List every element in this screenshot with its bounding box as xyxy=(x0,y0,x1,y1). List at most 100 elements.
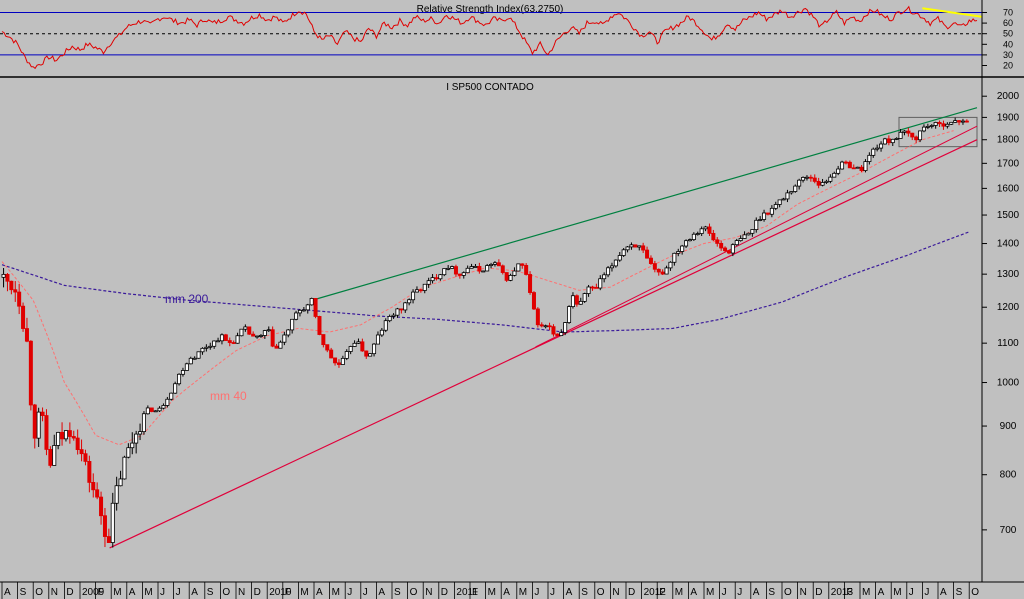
candle xyxy=(251,331,256,337)
candle xyxy=(547,322,552,331)
candle xyxy=(863,159,868,173)
candle xyxy=(235,332,240,344)
candle xyxy=(372,343,377,357)
x-tick-label: A xyxy=(690,587,697,598)
candle xyxy=(590,285,595,291)
candle xyxy=(559,329,564,337)
candle xyxy=(824,179,829,184)
candle xyxy=(157,406,162,412)
x-tick-label: M xyxy=(675,587,683,598)
candle xyxy=(496,259,501,267)
candle xyxy=(364,350,369,359)
candle xyxy=(485,263,490,272)
candle xyxy=(95,482,100,500)
candle xyxy=(255,335,260,339)
rsi-line xyxy=(1,5,978,70)
candle xyxy=(247,326,252,335)
candle xyxy=(5,273,10,292)
x-tick-label: F xyxy=(846,587,852,598)
candle xyxy=(333,357,338,366)
candle xyxy=(715,237,720,247)
candle xyxy=(855,166,860,169)
candle xyxy=(672,252,677,266)
x-tick-label: O xyxy=(784,587,792,598)
candle xyxy=(738,235,743,242)
rsi-levels xyxy=(0,11,982,56)
candle xyxy=(321,334,326,348)
x-tick-label: M xyxy=(144,587,152,598)
candle xyxy=(492,261,497,267)
candle xyxy=(711,229,716,241)
candle xyxy=(773,201,778,211)
candle xyxy=(843,160,848,165)
candle xyxy=(177,373,182,386)
candle xyxy=(243,324,248,332)
candle xyxy=(953,117,958,123)
candle xyxy=(9,280,14,295)
rsi-tick-label: 70 xyxy=(1003,7,1013,17)
x-tick-label: O xyxy=(597,587,605,598)
candle xyxy=(87,455,92,493)
candle xyxy=(613,259,618,268)
candle xyxy=(24,317,29,343)
candle xyxy=(898,129,903,139)
candle xyxy=(266,326,271,332)
x-tick-label: A xyxy=(503,587,510,598)
x-tick-label: J xyxy=(176,587,181,598)
x-tick-label: M xyxy=(300,587,308,598)
candle xyxy=(867,152,872,165)
price-tick-label: 2000 xyxy=(997,91,1020,102)
candle xyxy=(216,337,221,343)
rsi-title: Relative Strength Index(63.2750) xyxy=(417,4,564,15)
candle xyxy=(453,264,458,277)
candle xyxy=(329,347,334,359)
x-tick-label: S xyxy=(207,587,214,598)
candle xyxy=(40,407,45,422)
candle xyxy=(196,351,201,359)
candle xyxy=(637,245,642,251)
candle xyxy=(555,333,560,337)
candle xyxy=(703,225,708,232)
candle xyxy=(793,184,798,193)
candle xyxy=(149,407,154,413)
support-trendline-2 xyxy=(535,125,978,348)
candle xyxy=(383,318,388,333)
x-tick-label: A xyxy=(940,587,947,598)
candle xyxy=(832,171,837,178)
candle xyxy=(641,242,646,254)
candle xyxy=(609,262,614,272)
x-tick-label: M xyxy=(488,587,496,598)
candle xyxy=(301,306,306,312)
price-axis: 2000 1900 1800 1700 1600 1500 1400 1300 1200 1100… xyxy=(982,91,1020,536)
candle xyxy=(945,122,950,129)
price-tick-label: 1300 xyxy=(997,269,1020,280)
candle xyxy=(114,476,119,511)
candle xyxy=(957,119,962,126)
candle xyxy=(44,409,49,456)
candle xyxy=(836,165,841,176)
x-tick-label: M xyxy=(113,587,121,598)
x-tick-label: 2011 xyxy=(456,587,478,598)
x-tick-label: M xyxy=(332,587,340,598)
candle xyxy=(28,340,33,411)
x-tick-label: M xyxy=(706,587,714,598)
candle xyxy=(110,492,115,548)
x-tick-label: J xyxy=(347,587,352,598)
candle xyxy=(212,340,217,349)
candle xyxy=(340,355,345,365)
candle xyxy=(414,286,419,293)
x-tick-label: O xyxy=(222,587,230,598)
x-tick-label: A xyxy=(378,587,385,598)
candle xyxy=(656,268,661,276)
candle xyxy=(391,313,396,319)
x-tick-label: J xyxy=(924,587,929,598)
x-tick-label: J xyxy=(722,587,727,598)
candle xyxy=(528,271,533,295)
candle xyxy=(71,430,76,441)
candle xyxy=(219,333,224,345)
candle xyxy=(309,297,314,306)
candle xyxy=(99,491,104,525)
candle xyxy=(430,274,435,284)
